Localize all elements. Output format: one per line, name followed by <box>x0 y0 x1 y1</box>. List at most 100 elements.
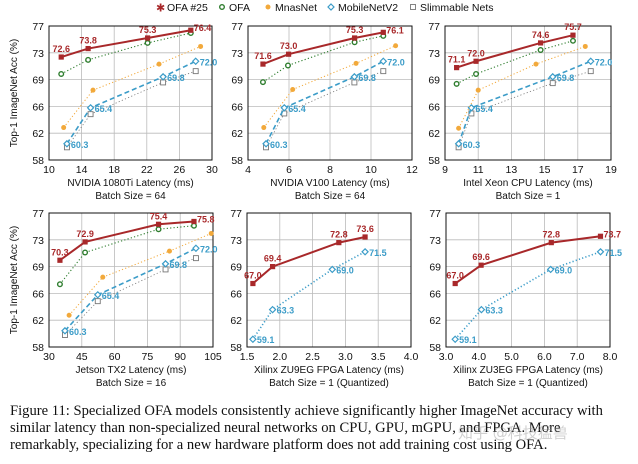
y-tick-label: 62 <box>32 128 44 140</box>
y-tick-label: 77 <box>230 208 242 220</box>
legend-label: Slimmable Nets <box>420 2 494 14</box>
data-label: 59.1 <box>257 335 275 345</box>
legend-item: Slimmable Nets <box>410 2 494 14</box>
data-label: 75.3 <box>139 25 157 35</box>
series-line <box>456 34 574 69</box>
x-tick-label: 18 <box>108 164 120 176</box>
series-mobilenetv2: 59.1 63.3 69.0 71.5 <box>249 247 387 345</box>
y-tick-label: 73 <box>32 235 44 247</box>
data-label: 72.0 <box>467 48 485 58</box>
data-point-diamond <box>596 247 605 256</box>
data-label: 69.0 <box>336 265 354 275</box>
data-label: 70.3 <box>51 247 69 257</box>
x-axis-label: NVIDIA V100 Latency (ms) <box>270 178 390 189</box>
y-tick-label: 69 <box>32 75 44 87</box>
series-ofa-25: 72.6 73.8 75.3 76.4 <box>52 23 211 60</box>
plot-frame <box>445 212 611 348</box>
data-point-circle <box>259 79 266 86</box>
data-label: 71.5 <box>369 248 387 258</box>
y-tick-label: 73 <box>231 48 243 60</box>
data-label: 69.8 <box>170 260 188 270</box>
chart-4: 30 45 60 75 90 105 58 62 66 69 73 77 Jetson TX2 Late… <box>9 208 222 389</box>
data-point-circle <box>90 87 96 93</box>
data-label: 75.8 <box>197 214 215 224</box>
data-point-star <box>478 262 484 268</box>
x-tick-label: 3.0 <box>439 351 454 363</box>
data-point-star <box>155 221 162 227</box>
x-tick-label: 60 <box>109 351 121 363</box>
data-label: 76.1 <box>386 25 404 35</box>
data-label: 72.8 <box>543 230 561 240</box>
charts-canvas: ✱ OFA #25 OFA MnasNet MobileNetV2 Slimmable N… <box>9 2 622 389</box>
data-point-circle <box>453 80 460 87</box>
data-point-circle <box>475 87 481 93</box>
data-point-diamond <box>548 72 557 81</box>
series-mobilenetv2: 60.3 65.4 69.8 72.0 <box>454 57 612 150</box>
data-point-circle <box>61 125 67 131</box>
data-point-circle <box>58 70 65 77</box>
x-tick-label: 11 <box>473 164 484 176</box>
series-line <box>68 232 212 316</box>
y-tick-label: 62 <box>428 128 440 140</box>
x-tick-label: 17 <box>572 164 584 176</box>
y-tick-label: 73 <box>32 48 44 60</box>
data-label: 75.3 <box>346 25 364 35</box>
data-point-star <box>473 58 479 64</box>
series-mnasnet <box>61 43 204 131</box>
y-tick-label: 69 <box>231 75 243 87</box>
data-label: 65.4 <box>288 104 306 114</box>
data-point-star <box>352 35 358 41</box>
series-line <box>454 235 601 285</box>
y-tick-label: 69 <box>32 262 44 274</box>
data-point-diamond <box>467 103 476 112</box>
x-tick-label: 5.0 <box>504 351 519 363</box>
x-tick-label: 8.0 <box>603 351 618 363</box>
y-tick-label: 58 <box>32 155 44 167</box>
data-label: 69.0 <box>555 265 573 275</box>
data-point-circle <box>208 230 214 236</box>
series-line <box>262 35 384 83</box>
y-tick-label: 58 <box>428 155 440 167</box>
data-point-diamond <box>93 290 102 299</box>
data-label: 74.6 <box>532 30 550 40</box>
series-line <box>59 225 195 285</box>
data-label: 75.4 <box>150 211 168 221</box>
y-tick-label: 58 <box>230 342 242 354</box>
data-point-circle <box>393 43 399 49</box>
data-point-star <box>548 240 554 246</box>
data-label: 69.8 <box>557 73 575 83</box>
data-label: 60.3 <box>463 140 481 150</box>
data-point-square <box>192 68 199 75</box>
data-point-circle <box>569 37 576 44</box>
y-tick-label: 69 <box>428 75 440 87</box>
data-point-square <box>162 266 169 273</box>
x-tick-label: 1.5 <box>240 351 255 363</box>
data-point-diamond <box>192 244 200 253</box>
data-point-circle <box>85 56 92 63</box>
series-line <box>263 45 396 128</box>
y-tick-label: 66 <box>32 101 44 113</box>
data-point-circle <box>265 4 271 10</box>
x-tick-label: 105 <box>204 351 222 363</box>
data-label: 67.0 <box>244 271 262 281</box>
data-point-diamond <box>161 259 170 268</box>
plot-frame <box>48 212 214 348</box>
x-tick-label: 10 <box>365 164 377 176</box>
series-mobilenetv2: 60.3 65.4 69.8 72.0 <box>262 57 405 150</box>
data-point-square <box>410 4 416 10</box>
data-point-diamond <box>361 247 369 256</box>
y-axis-label: Top-1 ImageNet Acc (%) <box>9 226 20 334</box>
x-axis-subtitle: Batch Size = 1 <box>496 191 561 202</box>
x-tick-label: 9 <box>442 164 448 176</box>
data-point-star <box>57 257 63 263</box>
series-mobilenetv2: 60.3 65.4 69.8 72.0 <box>63 57 217 150</box>
data-point-circle <box>353 60 359 66</box>
x-tick-label: 6.0 <box>537 351 552 363</box>
series-ofa-25: 67.069.4 72.8 73.6 <box>244 224 374 287</box>
data-point-diamond <box>586 57 595 66</box>
plot-frame <box>246 212 412 348</box>
data-point-diamond <box>249 335 257 344</box>
y-tick-label: 58 <box>32 342 44 354</box>
chart-1: 10 14 18 22 26 30 58 62 66 69 73 77 NVIDIA 1080Ti La… <box>9 21 218 202</box>
x-tick-label: 75 <box>142 351 154 363</box>
